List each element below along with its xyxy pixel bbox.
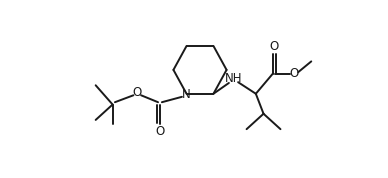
Text: O: O [155,125,164,138]
Text: O: O [290,67,299,80]
Text: O: O [133,87,142,100]
Text: O: O [269,40,278,53]
Text: N: N [181,88,190,101]
Text: NH: NH [225,72,242,85]
